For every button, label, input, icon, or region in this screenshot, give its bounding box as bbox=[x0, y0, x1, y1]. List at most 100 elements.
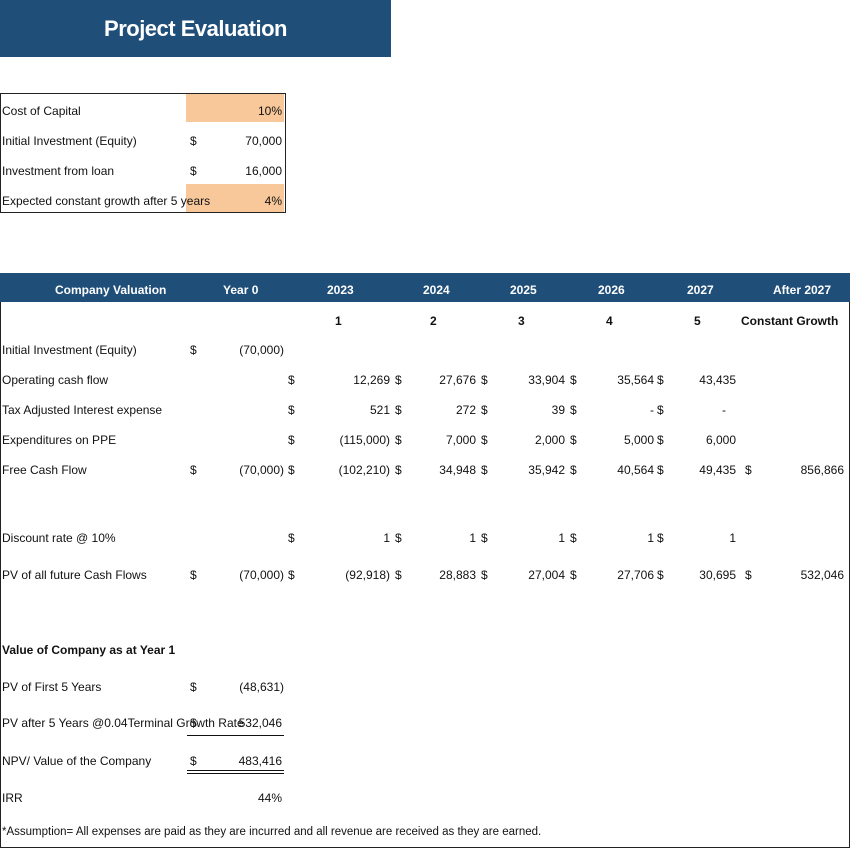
currency-symbol: $ bbox=[657, 373, 664, 387]
year-number: 1 bbox=[335, 314, 342, 328]
cell-value: 30,695 bbox=[699, 568, 736, 582]
year-number: 4 bbox=[606, 314, 613, 328]
currency-symbol: $ bbox=[288, 373, 295, 387]
cell-value: 1 bbox=[383, 531, 390, 545]
summary-value: (48,631) bbox=[239, 680, 284, 694]
row-label: Tax Adjusted Interest expense bbox=[2, 403, 163, 417]
summary-label: PV of First 5 Years bbox=[2, 680, 102, 694]
currency-symbol: $ bbox=[570, 403, 577, 417]
header-2026: 2026 bbox=[598, 283, 625, 297]
subtotal-underline bbox=[187, 735, 284, 736]
cell-value: 1 bbox=[469, 531, 476, 545]
currency-symbol: $ bbox=[288, 463, 295, 477]
cell-value: 27,676 bbox=[439, 373, 476, 387]
header-year0: Year 0 bbox=[223, 283, 259, 297]
cell-value: 27,706 bbox=[617, 568, 654, 582]
cell-value: 39 bbox=[551, 403, 565, 417]
cell-value: 6,000 bbox=[705, 433, 736, 447]
cell-value: 7,000 bbox=[445, 433, 476, 447]
cell-value: 5,000 bbox=[623, 433, 654, 447]
currency-symbol: $ bbox=[288, 568, 295, 582]
row-label: Initial Investment (Equity) bbox=[2, 343, 137, 357]
currency-symbol: $ bbox=[190, 754, 197, 768]
cell-value: 856,866 bbox=[800, 463, 844, 477]
year-number: 2 bbox=[430, 314, 437, 328]
assumption-value[interactable]: 4% bbox=[264, 194, 282, 208]
assumption-value[interactable]: 70,000 bbox=[245, 134, 282, 148]
cell-value: 33,904 bbox=[528, 373, 565, 387]
summary-heading: Value of Company as at Year 1 bbox=[2, 643, 176, 657]
assumptions-box bbox=[0, 93, 286, 213]
assumption-row: Investment from loan $ 16,000 bbox=[0, 156, 286, 186]
currency-symbol: $ bbox=[481, 403, 488, 417]
currency-symbol: $ bbox=[481, 531, 488, 545]
currency-symbol: $ bbox=[395, 463, 402, 477]
cell-value: (70,000) bbox=[239, 568, 284, 582]
currency-symbol: $ bbox=[570, 463, 577, 477]
cell-value: (70,000) bbox=[239, 463, 284, 477]
total-underline bbox=[187, 770, 284, 771]
summary-label: NPV/ Value of the Company bbox=[2, 754, 152, 768]
cell-value: 35,942 bbox=[528, 463, 565, 477]
header-company-valuation: Company Valuation bbox=[55, 283, 167, 297]
cost-of-capital-highlight bbox=[186, 94, 284, 122]
summary-value: 532,046 bbox=[238, 716, 282, 730]
currency-symbol: $ bbox=[288, 403, 295, 417]
growth-highlight bbox=[186, 184, 284, 212]
cell-value: 34,948 bbox=[439, 463, 476, 477]
assumption-value[interactable]: 16,000 bbox=[245, 164, 282, 178]
row-label: Discount rate @ 10% bbox=[2, 531, 116, 545]
currency-symbol: $ bbox=[190, 568, 197, 582]
cell-value: 28,883 bbox=[439, 568, 476, 582]
assumption-currency: $ bbox=[190, 134, 197, 148]
currency-symbol: $ bbox=[481, 568, 488, 582]
currency-symbol: $ bbox=[570, 373, 577, 387]
cell-value: 521 bbox=[369, 403, 390, 417]
currency-symbol: $ bbox=[190, 680, 197, 694]
row-label: Free Cash Flow bbox=[2, 463, 87, 477]
cell-value: 2,000 bbox=[534, 433, 565, 447]
year-number: 5 bbox=[694, 314, 701, 328]
currency-symbol: $ bbox=[657, 531, 664, 545]
cell-value: 27,004 bbox=[528, 568, 565, 582]
currency-symbol: $ bbox=[190, 343, 197, 357]
summary-label: PV after 5 Years @0.04Terminal Growth Ra… bbox=[2, 716, 244, 730]
row-label: Expenditures on PPE bbox=[2, 433, 117, 447]
cell-value: (115,000) bbox=[339, 433, 390, 447]
cell-value: 40,564 bbox=[617, 463, 654, 477]
currency-symbol: $ bbox=[395, 568, 402, 582]
currency-symbol: $ bbox=[190, 716, 197, 730]
currency-symbol: $ bbox=[657, 403, 664, 417]
header-2025: 2025 bbox=[510, 283, 537, 297]
currency-symbol: $ bbox=[395, 433, 402, 447]
footnote: *Assumption= All expenses are paid as th… bbox=[2, 826, 542, 838]
currency-symbol: $ bbox=[570, 531, 577, 545]
cell-value: 1 bbox=[729, 531, 736, 545]
currency-symbol: $ bbox=[190, 463, 197, 477]
assumption-value[interactable]: 10% bbox=[257, 104, 282, 118]
cell-value: 35,564 bbox=[617, 373, 654, 387]
currency-symbol: $ bbox=[481, 463, 488, 477]
cell-value: 272 bbox=[455, 403, 476, 417]
currency-symbol: $ bbox=[395, 403, 402, 417]
header-after-2027: After 2027 bbox=[773, 283, 832, 297]
row-label: PV of all future Cash Flows bbox=[2, 568, 147, 582]
cell-value: (92,918) bbox=[345, 568, 390, 582]
currency-symbol: $ bbox=[395, 373, 402, 387]
cell-value: - bbox=[722, 403, 726, 417]
header-2024: 2024 bbox=[423, 283, 450, 297]
currency-symbol: $ bbox=[288, 433, 295, 447]
cell-value: 1 bbox=[647, 531, 654, 545]
cell-value: 12,269 bbox=[353, 373, 390, 387]
currency-symbol: $ bbox=[481, 373, 488, 387]
currency-symbol: $ bbox=[657, 463, 664, 477]
header-2023: 2023 bbox=[327, 283, 354, 297]
assumption-currency: $ bbox=[190, 164, 197, 178]
page-title: Project Evaluation bbox=[0, 0, 391, 57]
currency-symbol: $ bbox=[288, 531, 295, 545]
valuation-header-bar bbox=[0, 273, 850, 302]
irr-value: 44% bbox=[257, 791, 282, 805]
cell-value: 532,046 bbox=[800, 568, 844, 582]
summary-label: IRR bbox=[2, 791, 23, 805]
currency-symbol: $ bbox=[481, 433, 488, 447]
